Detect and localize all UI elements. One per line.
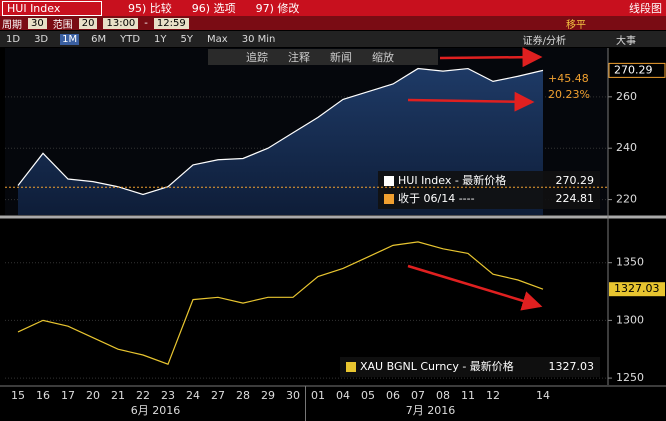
legend-label: XAU BGNL Curncy - 最新价格 — [360, 359, 514, 373]
x-tick-label: 12 — [486, 389, 500, 402]
sep: - — [144, 17, 148, 29]
range-button[interactable]: 1D — [6, 33, 21, 45]
annotation: 20.23% — [548, 88, 590, 101]
action[interactable]: 追踪 — [246, 51, 268, 64]
x-tick-label: 08 — [436, 389, 450, 402]
legend-label: HUI Index - 最新价格 — [398, 173, 506, 187]
action[interactable]: 注释 — [288, 51, 310, 64]
legend-value: 224.81 — [556, 192, 595, 205]
legend-swatch — [346, 362, 356, 372]
x-tick-label: 07 — [411, 389, 425, 402]
period[interactable]: 30 — [28, 17, 47, 29]
menu: 95) 比较 96) 选项 97) 修改 — [128, 0, 305, 16]
price-tag-bg — [609, 282, 665, 297]
range-button[interactable]: 30 Min — [241, 33, 276, 45]
menu-item[interactable]: 95) 比较 — [128, 2, 172, 15]
y-tick-label: 1250 — [616, 371, 644, 384]
x-tick-label: 20 — [86, 389, 100, 402]
x-tick-label: 16 — [36, 389, 50, 402]
y-tick-label: 1350 — [616, 256, 644, 269]
period-label: 周期 — [2, 19, 22, 31]
view[interactable]: 线段图 — [629, 2, 662, 15]
action[interactable]: 缩放 — [372, 51, 394, 64]
line — [17, 67, 544, 196]
legend-bg — [340, 357, 600, 377]
legend-value: 270.29 — [556, 174, 595, 187]
title-bar: HUI Index 95) 比较 96) 选项 97) 修改 线段图 — [0, 0, 666, 16]
start[interactable]: 13:00 — [103, 17, 139, 29]
legend-swatch — [384, 176, 394, 186]
range-button[interactable]: 1M — [60, 33, 80, 45]
legend-value: 1327.03 — [549, 360, 595, 373]
month-label: 6月 2016 — [131, 404, 181, 417]
right[interactable]: 移平 — [566, 19, 586, 31]
y-tick-label: 240 — [616, 141, 637, 154]
drawn-arrow — [407, 264, 543, 311]
month-label: 7月 2016 — [406, 404, 456, 417]
x-tick-label: 22 — [136, 389, 150, 402]
tool[interactable]: 大事 — [616, 35, 636, 47]
range-button[interactable]: 5Y — [180, 33, 194, 45]
range-label: 范围 — [52, 19, 73, 31]
range-button[interactable]: 1Y — [154, 33, 167, 45]
price-tag: 1327.03 — [614, 282, 660, 295]
price-tag-bg — [608, 62, 666, 78]
tool[interactable]: 证券/分析 — [522, 35, 566, 47]
x-tick-label: 30 — [286, 389, 300, 402]
x-tick-label: 14 — [536, 389, 550, 402]
x-tick-label: 27 — [211, 389, 225, 402]
settings-bar: 周期 30 范围 20 13:00 - 12:59 移平 — [0, 16, 666, 31]
x-tick-label: 15 — [11, 389, 25, 402]
range-button[interactable]: 6M — [91, 33, 107, 45]
menu-item[interactable]: 96) 选项 — [191, 2, 236, 15]
drawn-arrow — [407, 91, 535, 112]
y-tick-label: 260 — [616, 90, 637, 103]
x-tick-label: 29 — [261, 389, 275, 402]
x-tick-label: 23 — [161, 389, 175, 402]
legend-swatch — [384, 194, 394, 204]
x-tick-label: 06 — [386, 389, 400, 402]
x-tick-label: 21 — [111, 389, 125, 402]
range-button[interactable]: YTD — [120, 33, 141, 45]
range-bar: 1D 3D 1M 6M YTD 1Y 5Y Max 30 Min 证券/分析 大事 — [0, 31, 666, 47]
price-tag: 270.29 — [614, 63, 653, 76]
range-button[interactable]: Max — [207, 33, 228, 45]
x-tick-label: 11 — [461, 389, 475, 402]
range[interactable]: 20 — [78, 17, 98, 29]
x-tick-label: 17 — [61, 389, 75, 402]
security[interactable]: HUI Index — [2, 0, 102, 16]
x-tick-label: 24 — [186, 389, 200, 402]
x-tick-label: 01 — [311, 389, 325, 402]
legend-bg — [378, 171, 600, 209]
y-tick-label: 1300 — [616, 313, 644, 326]
line — [17, 241, 544, 365]
action-bar: 追踪 注释 新闻 缩放 — [208, 49, 438, 65]
y-tick-label: 220 — [616, 193, 637, 206]
x-tick-label: 04 — [336, 389, 350, 402]
x-tick-label: 05 — [361, 389, 375, 402]
menu-item[interactable]: 97) 修改 — [255, 2, 300, 15]
annotation: +45.48 — [548, 72, 589, 85]
action[interactable]: 新闻 — [330, 51, 352, 64]
range-button[interactable]: 3D — [34, 33, 49, 45]
ranges: 1D 3D 1M 6M YTD 1Y 5Y Max 30 Min — [4, 33, 283, 45]
end[interactable]: 12:59 — [153, 17, 189, 29]
x-tick-label: 28 — [236, 389, 250, 402]
legend-label: 收于 06/14 ---- — [398, 191, 475, 205]
drawn-arrow — [439, 47, 543, 68]
